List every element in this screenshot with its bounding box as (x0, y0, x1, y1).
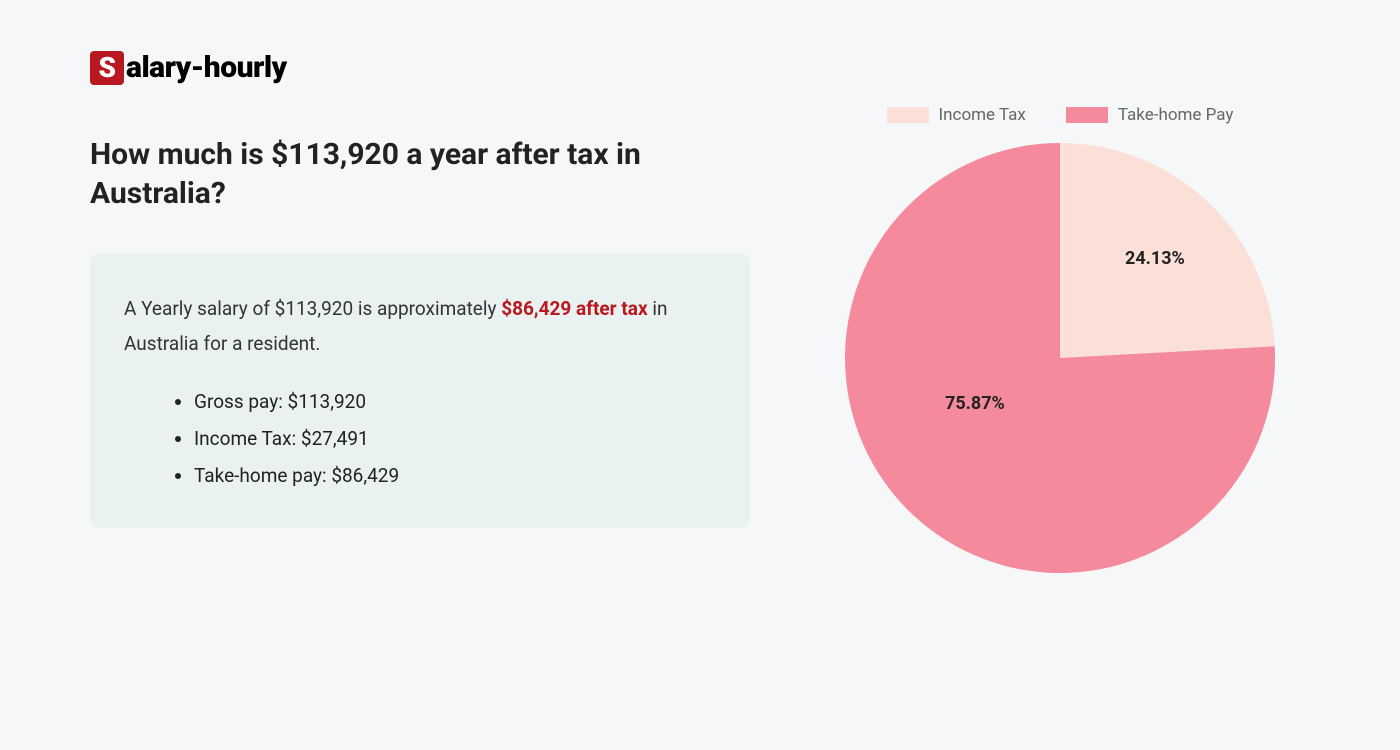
summary-text: A Yearly salary of $113,920 is approxima… (124, 291, 710, 361)
breakdown-list: Gross pay: $113,920 Income Tax: $27,491 … (124, 383, 710, 494)
list-item: Income Tax: $27,491 (194, 420, 710, 457)
summary-box: A Yearly salary of $113,920 is approxima… (90, 253, 750, 528)
slice-label-income-tax: 24.13% (1125, 248, 1185, 269)
legend-item-take-home: Take-home Pay (1066, 105, 1234, 125)
legend-item-income-tax: Income Tax (887, 105, 1026, 125)
summary-highlight: $86,429 after tax (501, 297, 647, 320)
slice-label-take-home: 75.87% (945, 393, 1005, 414)
site-logo: Salary-hourly (90, 50, 750, 85)
logo-text: alary-hourly (126, 50, 287, 85)
legend-swatch (1066, 107, 1108, 123)
page-title: How much is $113,920 a year after tax in… (90, 135, 670, 213)
summary-prefix: A Yearly salary of $113,920 is approxima… (124, 297, 501, 320)
list-item: Gross pay: $113,920 (194, 383, 710, 420)
legend-label: Income Tax (939, 105, 1026, 125)
pie-svg (845, 143, 1275, 573)
legend-swatch (887, 107, 929, 123)
chart-legend: Income Tax Take-home Pay (810, 105, 1310, 125)
legend-label: Take-home Pay (1118, 105, 1234, 125)
list-item: Take-home pay: $86,429 (194, 457, 710, 494)
pie-chart: 24.13% 75.87% (845, 143, 1275, 573)
logo-badge: S (90, 51, 124, 85)
